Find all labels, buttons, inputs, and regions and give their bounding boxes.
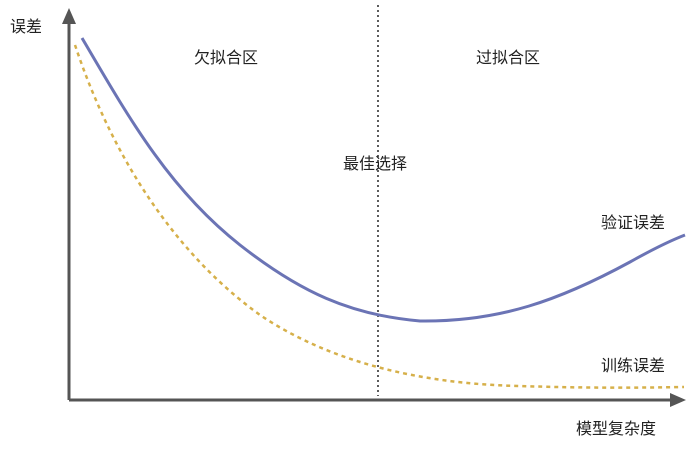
training-error-curve — [73, 44, 685, 389]
x-axis-label: 模型复杂度 — [576, 419, 656, 438]
y-axis-label: 误差 — [10, 17, 42, 36]
y-axis-arrow-icon — [62, 8, 76, 24]
validation-error-label: 验证误差 — [601, 213, 665, 232]
x-axis-arrow-icon — [670, 393, 686, 407]
underfit-region-label: 欠拟合区 — [194, 48, 258, 67]
best-choice-label: 最佳选择 — [343, 154, 407, 173]
training-error-label: 训练误差 — [601, 356, 665, 375]
overfit-region-label: 过拟合区 — [476, 48, 540, 67]
validation-error-curve — [80, 37, 686, 323]
